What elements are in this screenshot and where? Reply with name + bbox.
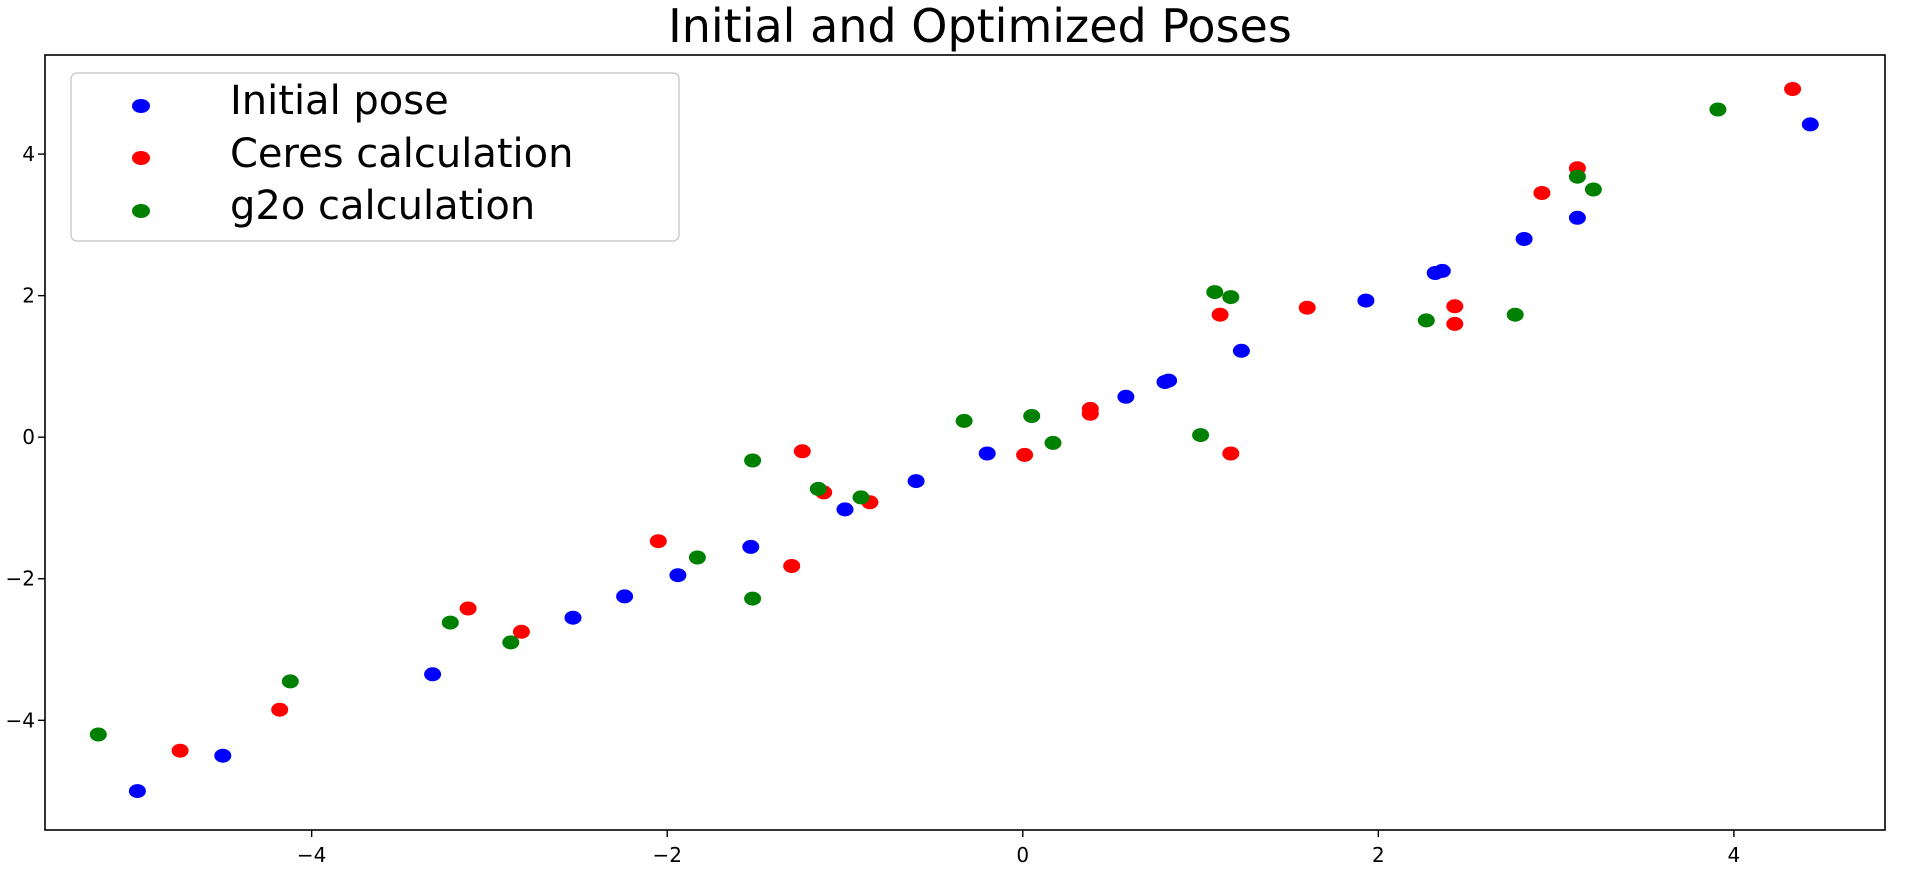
- point-g2o-calculation-20: [1709, 102, 1727, 117]
- point-initial-pose-9: [907, 474, 925, 489]
- point-g2o-calculation-12: [1044, 435, 1062, 450]
- legend-marker-initial-pose: [132, 99, 150, 113]
- point-ceres-calculation-12: [1081, 406, 1099, 421]
- point-g2o-calculation-10: [955, 413, 973, 428]
- point-g2o-calculation-17: [1506, 307, 1524, 322]
- point-g2o-calculation-11: [1023, 409, 1041, 423]
- y-tick-label: 4: [22, 142, 35, 166]
- chart-title: Initial and Optimized Poses: [668, 0, 1292, 53]
- x-tick-label: 0: [1016, 843, 1029, 867]
- point-g2o-calculation-6: [744, 453, 762, 468]
- legend-marker-ceres-calculation: [132, 151, 150, 165]
- point-ceres-calculation-4: [512, 624, 530, 639]
- point-g2o-calculation-4: [502, 635, 520, 650]
- x-tick-label: 4: [1728, 843, 1741, 867]
- point-initial-pose-17: [1433, 263, 1451, 278]
- point-initial-pose-19: [1568, 210, 1586, 225]
- point-ceres-calculation-16: [1446, 299, 1464, 314]
- point-ceres-calculation-6: [783, 559, 801, 573]
- point-ceres-calculation-2: [271, 702, 289, 717]
- plot-frame: [44, 54, 1886, 831]
- point-g2o-calculation-3: [441, 615, 459, 630]
- point-g2o-calculation-19: [1584, 182, 1602, 197]
- point-ceres-calculation-15: [1298, 300, 1316, 315]
- x-axis: −4 −2 0 2 4: [297, 830, 1740, 867]
- point-initial-pose-6: [669, 568, 687, 583]
- point-ceres-calculation-17: [1446, 316, 1464, 331]
- point-ceres-calculation-7: [793, 444, 811, 459]
- point-g2o-calculation-14: [1206, 285, 1224, 300]
- point-g2o-calculation-5: [688, 550, 706, 565]
- point-initial-pose-10: [978, 446, 996, 461]
- legend-marker-g2o-calculation: [132, 204, 150, 218]
- legend-frame: [70, 72, 680, 242]
- plot-area: [89, 82, 1819, 799]
- point-initial-pose-5: [616, 589, 634, 604]
- point-initial-pose-18: [1515, 232, 1533, 246]
- point-ceres-calculation-10: [1016, 447, 1034, 462]
- y-tick-label: −4: [6, 708, 35, 732]
- point-ceres-calculation-18: [1533, 186, 1551, 200]
- point-initial-pose-3: [424, 667, 442, 682]
- point-g2o-calculation-16: [1417, 313, 1435, 328]
- point-g2o-calculation-1: [89, 727, 107, 742]
- x-tick-label: −4: [297, 843, 326, 867]
- point-g2o-calculation-15: [1222, 290, 1240, 305]
- point-initial-pose-1: [128, 784, 146, 799]
- point-g2o-calculation-2: [281, 674, 299, 689]
- point-initial-pose-20: [1801, 117, 1819, 132]
- point-initial-pose-11: [1117, 389, 1135, 404]
- point-initial-pose-4: [564, 610, 582, 625]
- point-ceres-calculation-20: [1784, 82, 1802, 96]
- point-g2o-calculation-18: [1568, 169, 1586, 184]
- point-initial-pose-14: [1232, 343, 1250, 358]
- point-g2o-calculation-7: [744, 591, 762, 606]
- point-initial-pose-8: [836, 502, 854, 517]
- legend-label-ceres-calculation: Ceres calculation: [230, 131, 573, 177]
- point-initial-pose-13: [1160, 373, 1178, 388]
- point-g2o-calculation-13: [1192, 428, 1210, 443]
- legend: Initial pose Ceres calculation g2o calcu…: [70, 72, 680, 242]
- point-ceres-calculation-3: [459, 601, 477, 616]
- point-ceres-calculation-5: [649, 534, 667, 549]
- x-tick-label: 2: [1372, 843, 1385, 867]
- y-tick-label: 2: [22, 284, 35, 308]
- y-tick-label: 0: [22, 425, 35, 449]
- point-initial-pose-7: [742, 539, 760, 554]
- point-initial-pose-15: [1357, 293, 1375, 308]
- point-g2o-calculation-9: [852, 490, 870, 505]
- point-ceres-calculation-1: [171, 743, 189, 758]
- x-tick-label: −2: [652, 843, 681, 867]
- point-initial-pose-2: [214, 748, 232, 763]
- y-axis: −4 −2 0 2 4: [6, 142, 45, 732]
- point-ceres-calculation-14: [1222, 446, 1240, 461]
- point-g2o-calculation-8: [809, 481, 827, 496]
- legend-label-g2o-calculation: g2o calculation: [230, 183, 535, 229]
- point-ceres-calculation-13: [1211, 307, 1229, 322]
- y-tick-label: −2: [6, 567, 35, 591]
- legend-label-initial-pose: Initial pose: [230, 78, 449, 124]
